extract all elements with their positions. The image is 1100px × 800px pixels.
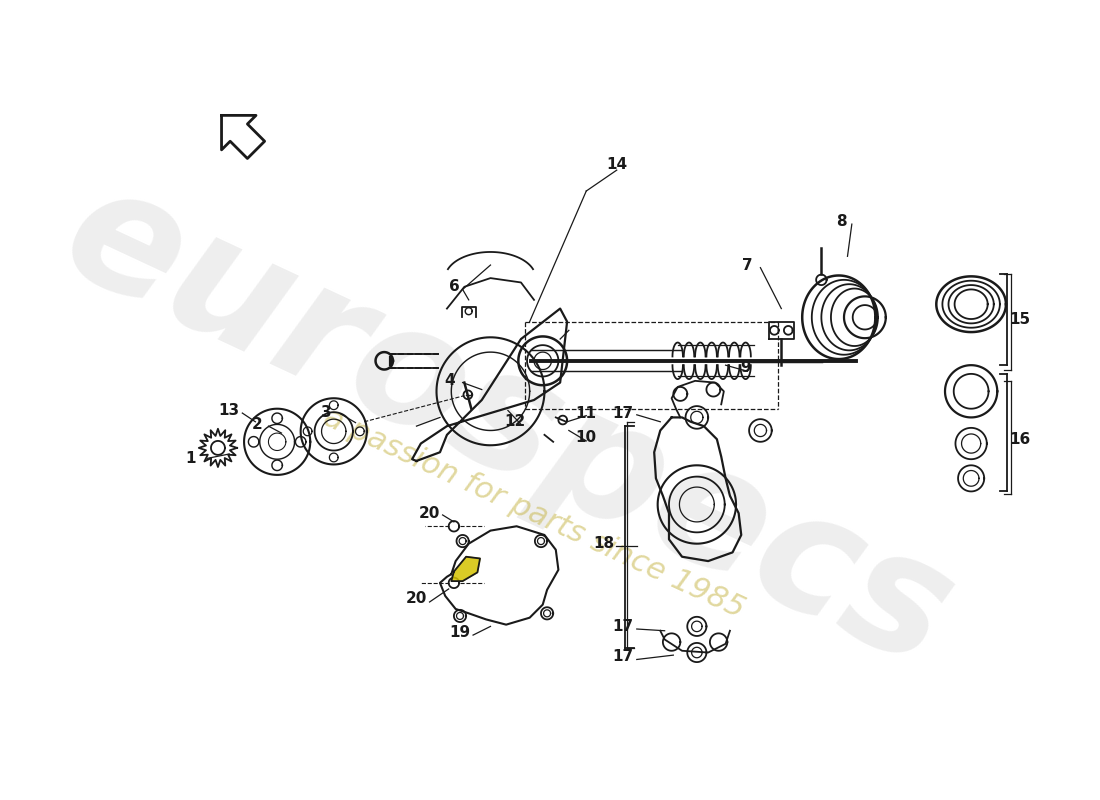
Text: 20: 20 (406, 591, 427, 606)
Text: 10: 10 (575, 430, 597, 445)
Text: 20: 20 (419, 506, 440, 521)
Text: 8: 8 (836, 214, 847, 229)
Text: eurospecs: eurospecs (40, 150, 976, 702)
Text: 16: 16 (1010, 432, 1031, 446)
Text: 17: 17 (613, 619, 634, 634)
Text: 13: 13 (219, 403, 240, 418)
Text: 2: 2 (252, 417, 263, 432)
Text: 18: 18 (593, 536, 614, 551)
Polygon shape (451, 557, 480, 581)
Text: a passion for parts since 1985: a passion for parts since 1985 (319, 402, 749, 624)
Text: 17: 17 (613, 650, 634, 664)
Text: 4: 4 (444, 374, 455, 388)
Text: 3: 3 (321, 405, 332, 420)
Text: 7: 7 (742, 258, 752, 274)
Text: 17: 17 (613, 406, 634, 421)
Text: 11: 11 (575, 406, 597, 421)
Text: 9: 9 (740, 360, 751, 375)
Text: 15: 15 (1010, 312, 1031, 327)
Text: 6: 6 (449, 279, 460, 294)
Text: 19: 19 (450, 625, 471, 640)
Text: 14: 14 (606, 158, 627, 173)
Text: 12: 12 (504, 414, 526, 430)
Text: 1: 1 (185, 451, 196, 466)
